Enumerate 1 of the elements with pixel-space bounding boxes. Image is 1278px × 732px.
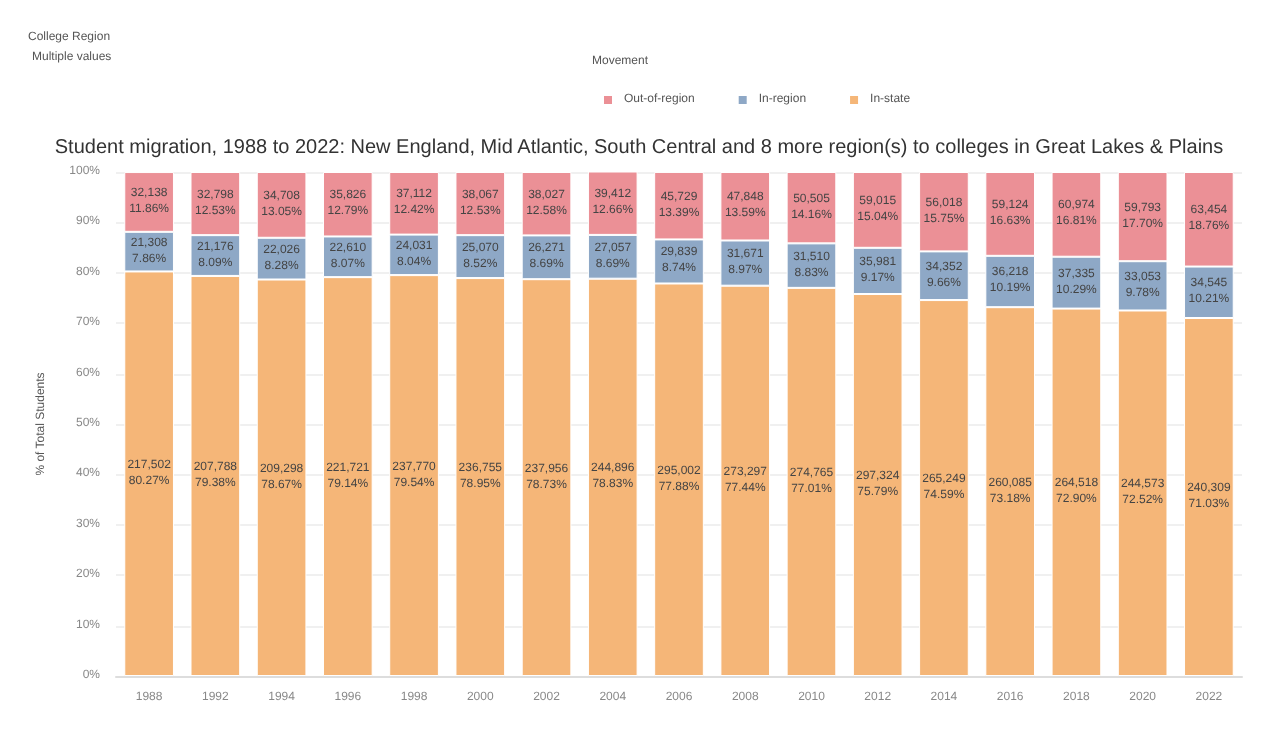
chart-title: Student migration, 1988 to 2022: New England, Mid Atlantic, South Central and 8 more region(s) to colleges in Great Lakes & Plains bbox=[54, 137, 1224, 159]
